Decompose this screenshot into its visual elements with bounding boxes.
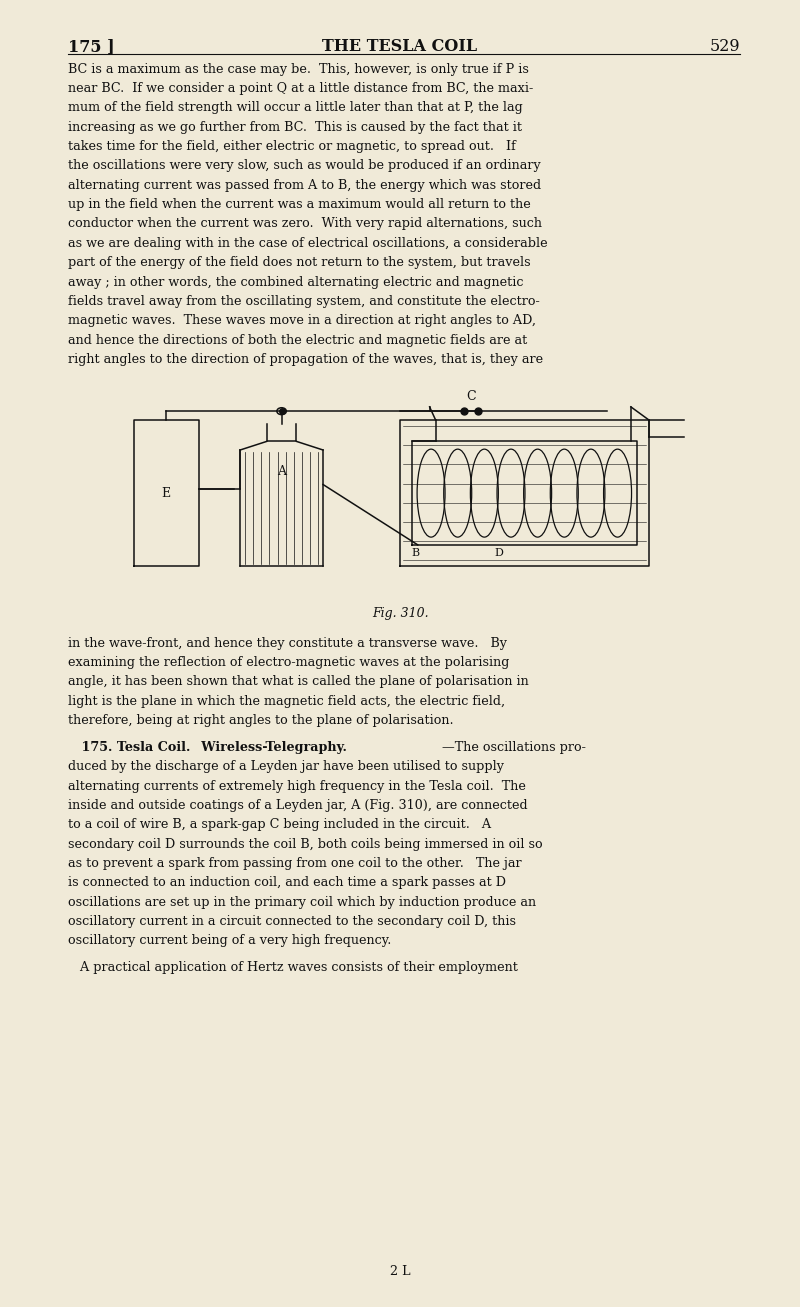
Text: oscillatory current being of a very high frequency.: oscillatory current being of a very high… [68, 935, 391, 948]
Text: fields travel away from the oscillating system, and constitute the electro-: fields travel away from the oscillating … [68, 295, 540, 308]
Text: is connected to an induction coil, and each time a spark passes at D: is connected to an induction coil, and e… [68, 877, 506, 889]
Text: A: A [277, 465, 286, 478]
Text: —The oscillations pro-: —The oscillations pro- [442, 741, 586, 754]
Text: duced by the discharge of a Leyden jar have been utilised to supply: duced by the discharge of a Leyden jar h… [68, 761, 504, 774]
Text: 175 ]: 175 ] [68, 38, 114, 55]
Text: oscillations are set up in the primary coil which by induction produce an: oscillations are set up in the primary c… [68, 895, 536, 908]
Text: D: D [494, 548, 503, 558]
Text: A practical application of Hertz waves consists of their employment: A practical application of Hertz waves c… [68, 962, 518, 975]
Text: increasing as we go further from BC.  This is caused by the fact that it: increasing as we go further from BC. Thi… [68, 120, 522, 133]
Text: secondary coil D surrounds the coil B, both coils being immersed in oil so: secondary coil D surrounds the coil B, b… [68, 838, 542, 851]
Text: oscillatory current in a circuit connected to the secondary coil D, this: oscillatory current in a circuit connect… [68, 915, 516, 928]
Text: alternating current was passed from A to B, the energy which was stored: alternating current was passed from A to… [68, 179, 541, 192]
Text: mum of the field strength will occur a little later than that at P, the lag: mum of the field strength will occur a l… [68, 102, 522, 115]
Text: the oscillations were very slow, such as would be produced if an ordinary: the oscillations were very slow, such as… [68, 159, 541, 173]
Text: conductor when the current was zero.  With very rapid alternations, such: conductor when the current was zero. Wit… [68, 217, 542, 230]
Text: part of the energy of the field does not return to the system, but travels: part of the energy of the field does not… [68, 256, 530, 269]
Text: 529: 529 [710, 38, 740, 55]
Text: takes time for the field, either electric or magnetic, to spread out.   If: takes time for the field, either electri… [68, 140, 516, 153]
Text: light is the plane in which the magnetic field acts, the electric field,: light is the plane in which the magnetic… [68, 694, 505, 707]
Text: to a coil of wire B, a spark-gap C being included in the circuit.   A: to a coil of wire B, a spark-gap C being… [68, 818, 491, 831]
Text: examining the reflection of electro-magnetic waves at the polarising: examining the reflection of electro-magn… [68, 656, 510, 669]
Text: right angles to the direction of propagation of the waves, that is, they are: right angles to the direction of propaga… [68, 353, 543, 366]
Text: C: C [466, 389, 476, 403]
Text: angle, it has been shown that what is called the plane of polarisation in: angle, it has been shown that what is ca… [68, 676, 529, 689]
Text: Fig. 310.: Fig. 310. [372, 608, 428, 621]
Text: away ; in other words, the combined alternating electric and magnetic: away ; in other words, the combined alte… [68, 276, 523, 289]
Text: near BC.  If we consider a point Q at a little distance from BC, the maxi-: near BC. If we consider a point Q at a l… [68, 82, 534, 95]
Text: and hence the directions of both the electric and magnetic fields are at: and hence the directions of both the ele… [68, 333, 527, 346]
Text: alternating currents of extremely high frequency in the Tesla coil.  The: alternating currents of extremely high f… [68, 780, 526, 792]
Text: THE TESLA COIL: THE TESLA COIL [322, 38, 478, 55]
Text: BC is a maximum as the case may be.  This, however, is only true if P is: BC is a maximum as the case may be. This… [68, 63, 529, 76]
Text: 175. Tesla Coil.  Wireless-Telegraphy.: 175. Tesla Coil. Wireless-Telegraphy. [68, 741, 347, 754]
Text: E: E [162, 486, 170, 499]
Text: as we are dealing with in the case of electrical oscillations, a considerable: as we are dealing with in the case of el… [68, 237, 548, 250]
Text: 2 L: 2 L [390, 1265, 410, 1278]
Text: B: B [412, 548, 420, 558]
Text: therefore, being at right angles to the plane of polarisation.: therefore, being at right angles to the … [68, 714, 454, 727]
Text: magnetic waves.  These waves move in a direction at right angles to AD,: magnetic waves. These waves move in a di… [68, 314, 536, 327]
Text: inside and outside coatings of a Leyden jar, A (Fig. 310), are connected: inside and outside coatings of a Leyden … [68, 799, 528, 812]
Text: in the wave-front, and hence they constitute a transverse wave.   By: in the wave-front, and hence they consti… [68, 637, 507, 650]
Text: up in the field when the current was a maximum would all return to the: up in the field when the current was a m… [68, 199, 530, 212]
Text: as to prevent a spark from passing from one coil to the other.   The jar: as to prevent a spark from passing from … [68, 857, 522, 870]
